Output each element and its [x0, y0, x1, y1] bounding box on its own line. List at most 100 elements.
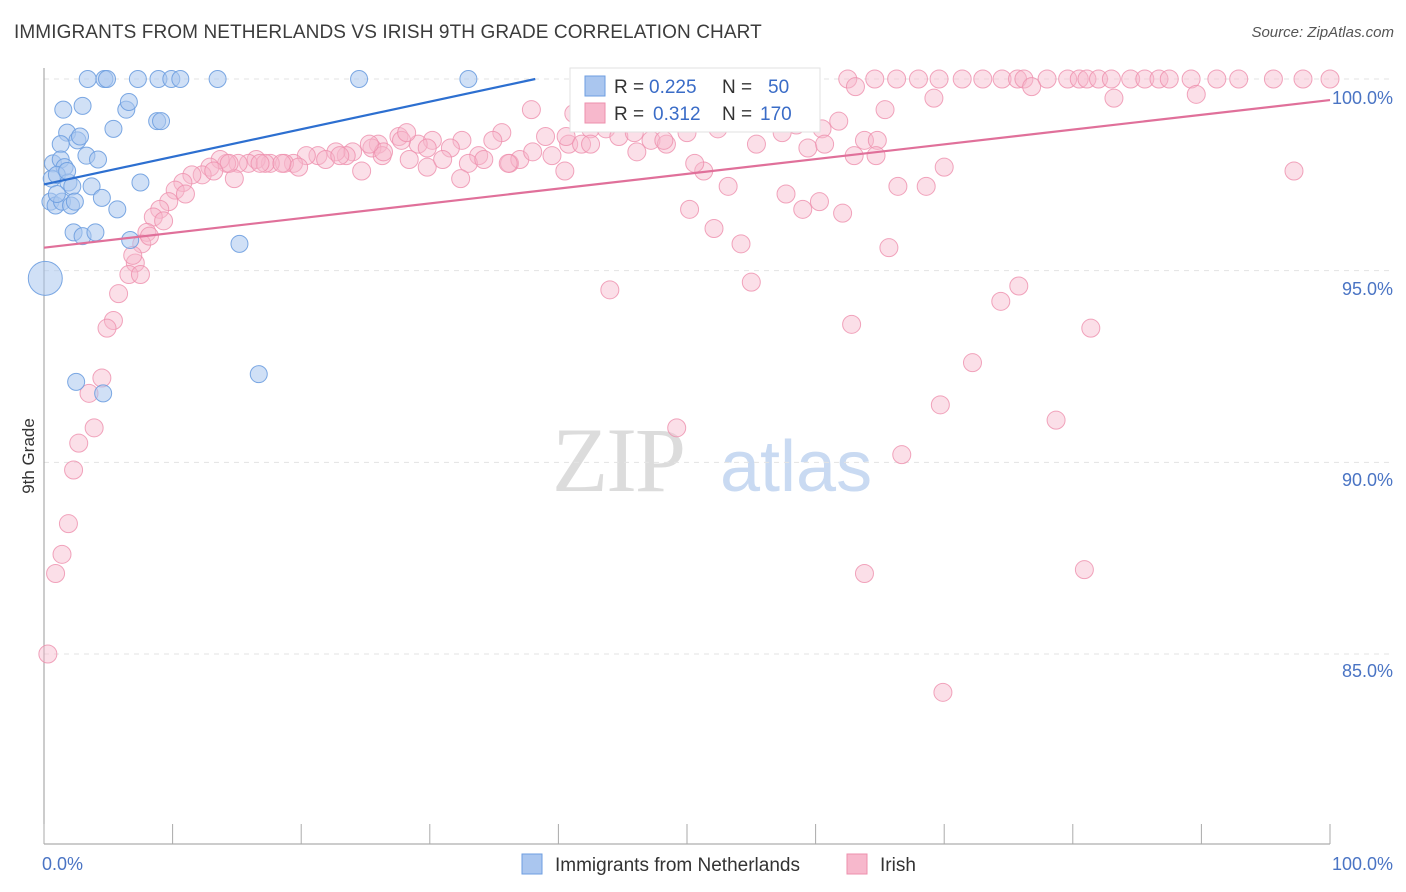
netherlands-point	[54, 100, 73, 119]
netherlands-point	[350, 70, 369, 88]
irish-point	[962, 353, 982, 373]
netherlands-point	[128, 70, 147, 88]
irish-point	[746, 134, 766, 154]
netherlands-point	[82, 177, 101, 196]
irish-point	[741, 272, 761, 292]
irish-point	[109, 284, 129, 304]
irish-point	[1077, 69, 1097, 89]
netherlands-point	[121, 231, 140, 249]
irish-point	[973, 69, 993, 89]
irish-point	[123, 245, 143, 265]
series-legend-swatch-netherlands	[521, 853, 543, 875]
stats-legend: R = 0.225 N = 50 R = 0.312 N = 170	[569, 67, 821, 133]
netherlands-points	[27, 70, 478, 403]
legend-n-value-netherlands: 50	[768, 77, 789, 98]
irish-point	[1074, 560, 1094, 580]
irish-point	[46, 564, 66, 583]
irish-point	[731, 234, 751, 254]
irish-point	[175, 184, 195, 204]
irish-point	[154, 211, 174, 231]
irish-point	[1101, 69, 1121, 89]
irish-point	[1181, 69, 1201, 89]
irish-point	[685, 153, 705, 173]
irish-point	[1069, 69, 1089, 89]
series-legend-swatch-irish	[846, 853, 868, 875]
irish-point	[581, 134, 601, 154]
chart-title: IMMIGRANTS FROM NETHERLANDS VS IRISH 9TH…	[14, 22, 762, 43]
netherlands-point	[73, 96, 92, 115]
irish-point	[330, 146, 350, 166]
irish-point	[97, 318, 117, 338]
irish-point	[238, 153, 258, 173]
irish-point	[1037, 69, 1057, 89]
irish-point	[483, 130, 503, 150]
irish-point	[680, 199, 700, 219]
irish-point	[536, 127, 556, 146]
irish-point	[474, 150, 494, 169]
irish-point	[359, 134, 379, 154]
legend-swatch-netherlands	[584, 75, 606, 97]
netherlands-point	[92, 188, 111, 207]
irish-point	[272, 153, 292, 173]
irish-point	[224, 169, 244, 189]
irish-point	[933, 682, 953, 702]
irish-point	[838, 69, 858, 89]
y-axis-label: 9th Grade	[19, 418, 38, 494]
netherlands-point	[58, 162, 77, 180]
netherlands-point	[171, 70, 190, 88]
irish-point	[417, 157, 437, 177]
irish-point	[52, 544, 72, 564]
watermark-zip: ZIP	[552, 409, 684, 511]
irish-point	[200, 157, 220, 177]
irish-point	[887, 69, 907, 89]
irish-point	[125, 253, 145, 273]
irish-point	[1058, 69, 1078, 89]
irish-point	[929, 69, 949, 89]
series-legend: Immigrants from Netherlands Irish	[521, 853, 916, 876]
irish-point	[930, 395, 950, 415]
irish-point	[667, 418, 687, 438]
irish-point	[555, 161, 575, 181]
irish-point	[69, 433, 89, 453]
irish-point	[829, 111, 849, 131]
x-tick-label-min: 0.0%	[42, 854, 83, 874]
netherlands-point	[94, 384, 113, 403]
irish-point	[250, 153, 270, 173]
netherlands-point	[67, 372, 86, 391]
irish-point	[458, 153, 478, 173]
irish-point	[1014, 69, 1034, 89]
y-tick-label-90: 90.0%	[1342, 470, 1393, 490]
netherlands-point	[131, 173, 150, 192]
irish-point	[952, 69, 972, 89]
series-legend-label-netherlands: Immigrants from Netherlands	[555, 855, 800, 876]
irish-point	[1229, 69, 1249, 89]
irish-trend-line	[43, 98, 1331, 249]
irish-point	[875, 100, 895, 120]
netherlands-point	[119, 93, 138, 111]
irish-point	[1022, 77, 1042, 97]
legend-swatch-irish	[584, 102, 606, 124]
y-tick-label-100: 100.0%	[1332, 88, 1393, 108]
netherlands-point	[152, 112, 171, 131]
irish-point	[451, 169, 471, 189]
irish-point	[866, 146, 886, 166]
irish-point	[452, 130, 472, 150]
watermark-atlas: atlas	[720, 427, 872, 507]
irish-point	[92, 368, 112, 388]
irish-point	[440, 138, 460, 158]
irish-point	[173, 173, 193, 192]
netherlands-point	[27, 260, 63, 296]
netherlands-point	[249, 365, 268, 384]
y-tick-label-85: 85.0%	[1342, 661, 1393, 681]
irish-point	[219, 153, 239, 173]
irish-point	[255, 153, 275, 173]
irish-point	[815, 134, 835, 154]
irish-point	[991, 291, 1011, 311]
irish-point	[130, 265, 150, 284]
irish-point	[627, 142, 647, 162]
irish-point	[845, 77, 865, 97]
irish-point	[888, 176, 908, 196]
irish-point	[833, 203, 853, 223]
x-tick-marks	[43, 824, 1331, 844]
irish-point	[1104, 88, 1124, 108]
